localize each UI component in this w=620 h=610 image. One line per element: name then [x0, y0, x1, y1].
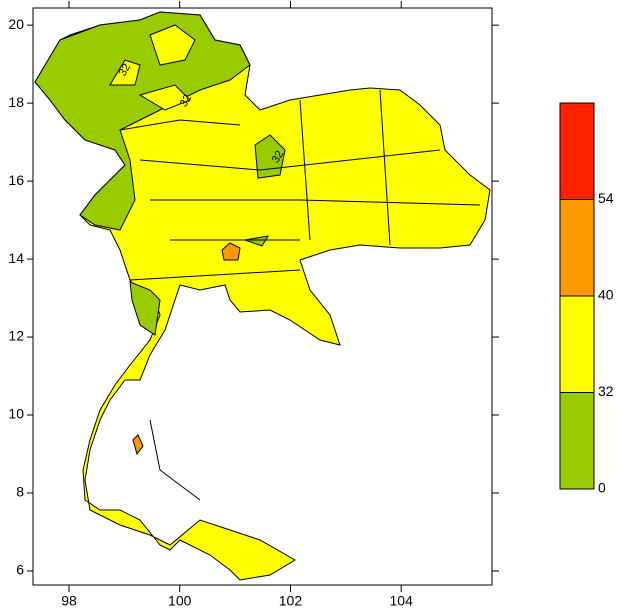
y-tick-label: 18 [8, 94, 24, 110]
region-orange [132, 242, 241, 456]
region-yellow [109, 24, 196, 111]
map-land [34, 11, 491, 581]
colorbar-segment [559, 102, 595, 200]
colorbar-label: 32 [598, 383, 614, 399]
x-tick-label: 100 [168, 593, 192, 609]
y-tick-label: 16 [8, 172, 24, 188]
province-border [119, 89, 481, 501]
colorbar-segment [559, 199, 595, 297]
region-green [243, 134, 286, 247]
colorbar-label: 40 [598, 287, 614, 303]
y-tick-label: 12 [8, 328, 24, 344]
contour-label: 32 [270, 149, 287, 166]
region-green [129, 281, 161, 336]
y-tick-label: 20 [8, 16, 24, 32]
map-frame [32, 7, 493, 586]
x-tick-label: 102 [279, 593, 303, 609]
colorbar-segment [559, 295, 595, 393]
y-tick-label: 6 [16, 562, 24, 578]
colorbar-label: 0 [598, 480, 606, 496]
y-tick-label: 8 [16, 484, 24, 500]
contour-label: 32 [178, 93, 195, 110]
y-tick-label: 14 [8, 250, 24, 266]
x-tick-label: 104 [390, 593, 414, 609]
axes: 98 100 102 104 6 8 10 12 14 16 18 20 32 32 32 [8, 1, 499, 609]
x-tick-label: 98 [61, 593, 77, 609]
colorbar: 0 32 40 54 [559, 102, 614, 496]
y-tick-label: 10 [8, 406, 24, 422]
country-yellow [34, 11, 491, 581]
colorbar-label: 54 [598, 190, 614, 206]
colorbar-segment [559, 392, 595, 490]
region-green [34, 11, 251, 231]
contour-label: 32 [117, 62, 134, 79]
